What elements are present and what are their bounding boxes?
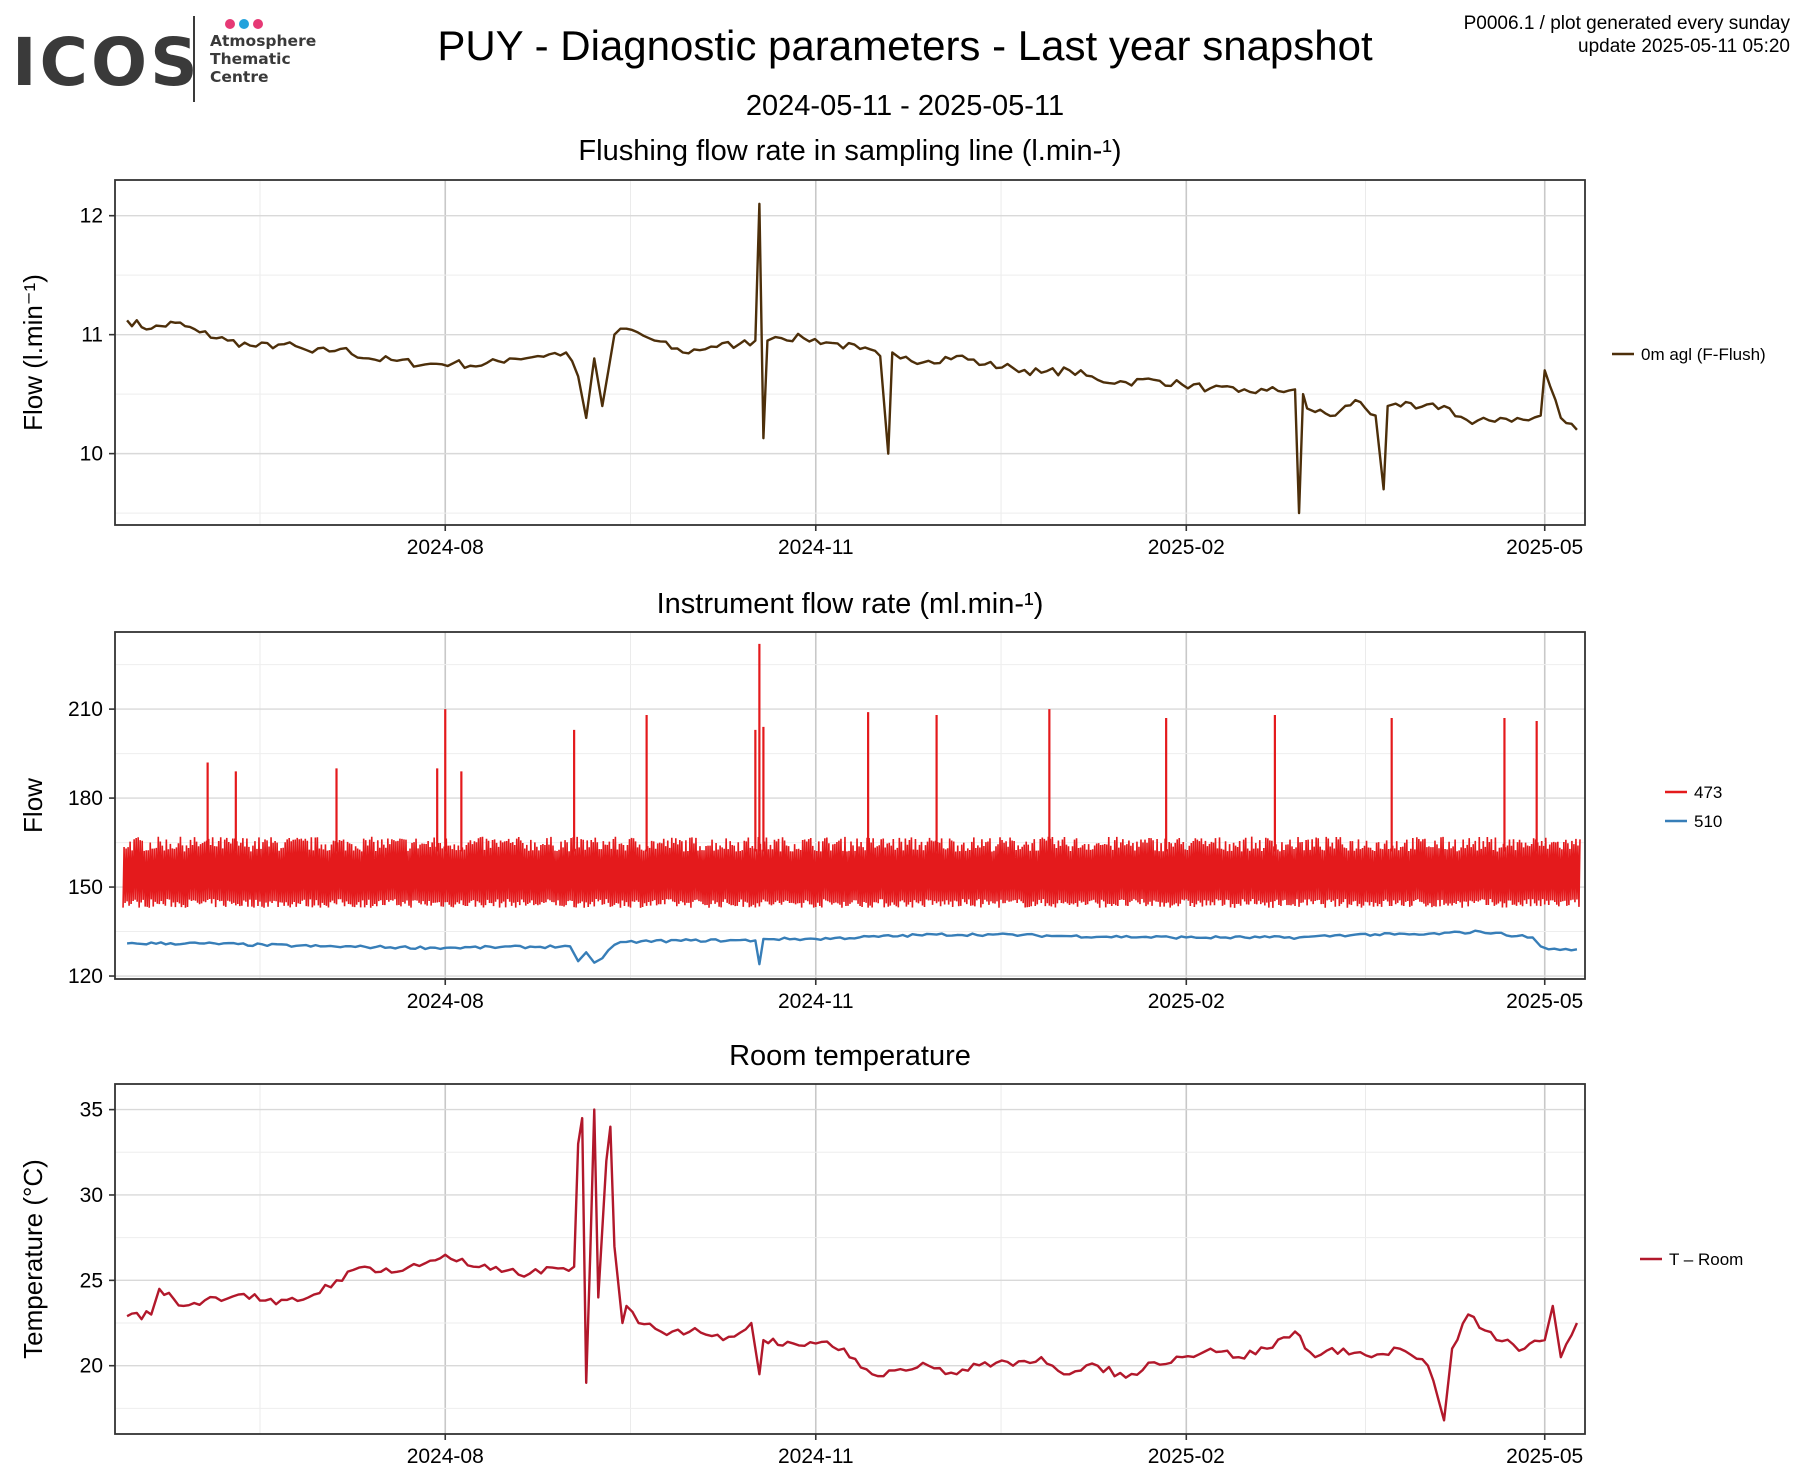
page-title: PUY - Diagnostic parameters - Last year … bbox=[437, 22, 1373, 69]
logo-dots bbox=[225, 16, 267, 34]
y-tick-label: 150 bbox=[68, 876, 103, 899]
logo-dot bbox=[239, 19, 249, 29]
x-tick-label: 2025-05 bbox=[1506, 990, 1583, 1013]
x-tick-label: 2024-11 bbox=[778, 1445, 854, 1468]
y-tick-label: 25 bbox=[80, 1269, 103, 1292]
y-axis-label: Flow (l.min⁻¹) bbox=[18, 274, 48, 431]
series-line-510 bbox=[126, 929, 1578, 966]
plot-border bbox=[114, 1083, 1586, 1435]
legend-label: 473 bbox=[1694, 783, 1722, 802]
y-tick-label: 30 bbox=[80, 1184, 103, 1207]
y-tick-label: 35 bbox=[80, 1099, 103, 1122]
logo-line-3: Centre bbox=[210, 68, 269, 86]
plot-metadata: P0006.1 / plot generated every sunday up… bbox=[1464, 12, 1790, 58]
x-tick-label: 2024-08 bbox=[407, 1445, 484, 1468]
y-axis-label: Temperature (°C) bbox=[18, 1159, 48, 1359]
x-tick-label: 2024-11 bbox=[778, 990, 854, 1013]
chart-title: Room temperature bbox=[729, 1040, 971, 1072]
logo-line-1: Atmosphere bbox=[210, 32, 317, 50]
y-tick-label: 180 bbox=[68, 787, 103, 810]
x-tick-label: 2025-05 bbox=[1506, 1445, 1583, 1468]
update-line: update 2025-05-11 05:20 bbox=[1578, 36, 1790, 57]
chart-title: Flushing flow rate in sampling line (l.m… bbox=[578, 135, 1121, 167]
logo-divider bbox=[193, 16, 195, 102]
legend-label: T – Room bbox=[1669, 1250, 1743, 1269]
x-tick-label: 2025-02 bbox=[1148, 1445, 1225, 1468]
plot-id-line: P0006.1 / plot generated every sunday bbox=[1463, 13, 1790, 34]
y-tick-label: 12 bbox=[80, 205, 103, 228]
y-tick-label: 120 bbox=[68, 965, 103, 988]
y-axis-label: Flow bbox=[18, 778, 48, 833]
y-tick-label: 20 bbox=[80, 1355, 103, 1378]
icos-logo: ICOS Atmosphere Thematic Centre bbox=[12, 14, 332, 109]
chart-panel-1: Flushing flow rate in sampling line (l.m… bbox=[18, 135, 1766, 559]
x-tick-label: 2025-02 bbox=[1148, 536, 1225, 559]
x-tick-label: 2024-08 bbox=[407, 990, 484, 1013]
series-line-473 bbox=[122, 836, 1581, 908]
logo-line-2: Thematic bbox=[210, 50, 291, 68]
x-tick-label: 2025-05 bbox=[1506, 536, 1583, 559]
legend-label: 510 bbox=[1694, 812, 1722, 831]
legend-label: 0m agl (F-Flush) bbox=[1641, 345, 1766, 364]
chart-title: Instrument flow rate (ml.min-¹) bbox=[657, 588, 1044, 620]
logo-dot bbox=[253, 19, 263, 29]
plot-border bbox=[114, 631, 1586, 980]
logo-subtitle: Atmosphere Thematic Centre bbox=[210, 32, 316, 86]
x-tick-label: 2025-02 bbox=[1148, 990, 1225, 1013]
date-range: 2024-05-11 - 2025-05-11 bbox=[745, 90, 1065, 122]
x-tick-label: 2024-11 bbox=[778, 536, 854, 559]
chart-panel-2: Instrument flow rate (ml.min-¹) 120 150 180… bbox=[18, 588, 1722, 1013]
plot-border bbox=[114, 179, 1586, 526]
logo-dot bbox=[225, 19, 235, 29]
y-tick-label: 210 bbox=[68, 698, 103, 721]
series-line-t-room bbox=[126, 1108, 1579, 1422]
x-tick-label: 2024-08 bbox=[407, 536, 484, 559]
series-line-0m-agl-f-flush- bbox=[126, 202, 1578, 515]
chart-panel-3: Room temperature 20 25 30 35 2024-08 2024-11 20… bbox=[18, 1040, 1743, 1468]
y-tick-label: 10 bbox=[80, 443, 103, 466]
logo-wordmark: ICOS bbox=[12, 24, 201, 101]
y-tick-label: 11 bbox=[81, 324, 103, 347]
